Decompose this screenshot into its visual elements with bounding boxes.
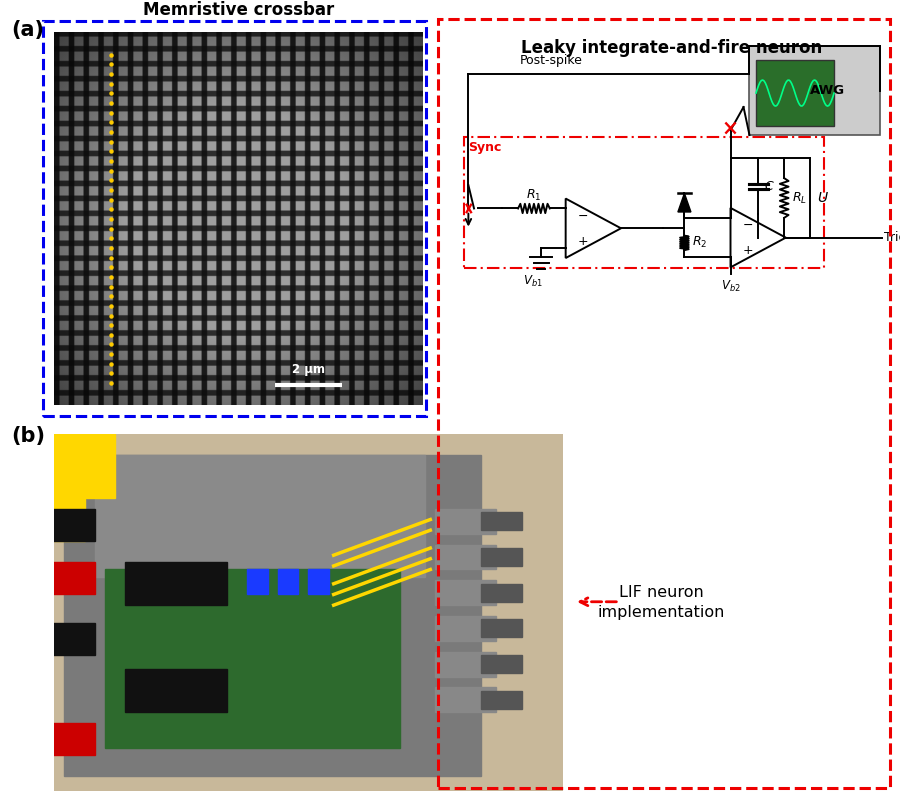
Text: Post-spike: Post-spike bbox=[519, 54, 582, 67]
Bar bbox=[482, 513, 522, 530]
Text: $R_L$: $R_L$ bbox=[792, 191, 807, 205]
Bar bbox=[436, 508, 497, 534]
Text: $C$: $C$ bbox=[764, 180, 774, 193]
Text: Leaky integrate-and-fire neuron: Leaky integrate-and-fire neuron bbox=[521, 40, 822, 58]
Polygon shape bbox=[566, 199, 621, 258]
Text: $U$: $U$ bbox=[816, 191, 829, 205]
Text: (a): (a) bbox=[11, 20, 44, 41]
Text: $+$: $+$ bbox=[742, 244, 753, 257]
Bar bbox=[248, 569, 267, 594]
Bar bbox=[482, 584, 522, 602]
Bar bbox=[44, 723, 94, 755]
Text: $R_2$: $R_2$ bbox=[692, 235, 707, 251]
Bar bbox=[44, 508, 94, 541]
Text: $R_1$: $R_1$ bbox=[526, 188, 542, 203]
Text: $V_{b1}$: $V_{b1}$ bbox=[523, 274, 543, 289]
Bar bbox=[278, 569, 298, 594]
Bar bbox=[482, 620, 522, 637]
Text: AWG: AWG bbox=[810, 84, 845, 97]
Bar bbox=[482, 655, 522, 673]
Bar bbox=[482, 691, 522, 709]
Bar bbox=[436, 651, 497, 676]
Bar bbox=[436, 687, 497, 712]
Bar bbox=[54, 434, 115, 498]
Bar bbox=[750, 46, 879, 135]
Bar bbox=[64, 455, 482, 776]
Text: Sync: Sync bbox=[468, 141, 502, 154]
Polygon shape bbox=[678, 193, 691, 212]
Text: $-$: $-$ bbox=[577, 208, 588, 221]
Text: (b): (b) bbox=[11, 426, 45, 446]
Text: LIF neuron: LIF neuron bbox=[619, 585, 704, 599]
Text: Trigger: Trigger bbox=[884, 231, 900, 244]
Text: 2 μm: 2 μm bbox=[292, 363, 325, 375]
Bar bbox=[54, 498, 85, 541]
Bar bbox=[756, 60, 834, 126]
Text: Memristive crossbar: Memristive crossbar bbox=[143, 2, 334, 19]
Bar bbox=[94, 455, 425, 577]
Polygon shape bbox=[731, 208, 786, 268]
Bar bbox=[436, 544, 497, 569]
Bar bbox=[125, 562, 227, 605]
Bar bbox=[125, 669, 227, 712]
Bar bbox=[436, 580, 497, 605]
Text: $V_{b2}$: $V_{b2}$ bbox=[721, 278, 741, 294]
Text: implementation: implementation bbox=[598, 605, 725, 620]
Bar bbox=[308, 569, 328, 594]
Bar bbox=[104, 569, 400, 748]
Bar bbox=[44, 623, 94, 655]
Bar bbox=[436, 616, 497, 641]
Text: $-$: $-$ bbox=[742, 218, 753, 231]
Bar bbox=[44, 562, 94, 594]
Bar bbox=[482, 548, 522, 566]
Text: $+$: $+$ bbox=[577, 235, 588, 248]
